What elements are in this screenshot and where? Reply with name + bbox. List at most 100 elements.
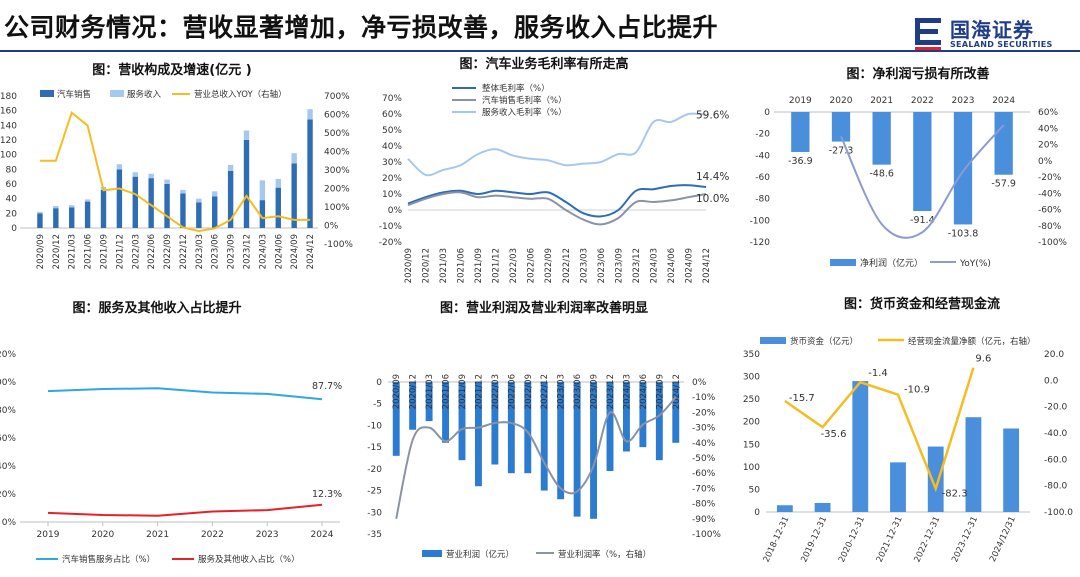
legend-label: 服务及其他收入占比（%） [198,554,300,565]
x-tick-label: 2021/03 [439,248,449,283]
y-tick-label: 40% [0,462,16,472]
x-tick-label: 2020 [830,96,853,106]
data-label: -27.3 [829,146,854,157]
y2-tick-label: 500% [324,129,350,139]
operating-profit-chart-svg: 图：营业利润及营业利润率改善明显 -35 -30 -25 -20 -15 -10 -5 0 -10… [367,300,721,560]
y-tick-label: -15 [367,443,382,453]
bar-operating-profit [392,382,400,456]
legend-label: 服务收入毛利率（%） [482,107,567,118]
x-tick-label: 2024/12 [702,248,712,283]
line-revenue-yoy [39,111,311,233]
bar-net-profit [913,112,932,212]
bar-operating-profit [474,382,482,487]
x-tick-label: 2024/06 [667,248,677,283]
sealand-logo-icon [912,14,944,52]
data-label: -10.9 [904,385,930,396]
y-tick-label: 20 [6,209,18,219]
y2-tick-label: -30% [692,424,716,434]
x-tick-label: 2023/03 [557,374,567,409]
bar-service-revenue [291,153,297,164]
bar-car-sales [148,178,154,228]
y2-tick-label: -70% [692,484,716,494]
bar-operating-profit [639,382,647,448]
y-tick-label: 40% [382,142,402,152]
y-tick-label: 40 [6,195,18,205]
y-tick-label: 50 [749,485,761,495]
y2-tick-label: 100% [324,203,350,213]
y-tick-label: 120 [0,136,17,146]
y-tick-label: 50% [382,126,402,136]
bar-net-profit [994,112,1013,175]
bar-car-sales [212,196,218,228]
x-tick-label: 2021/09 [458,374,468,409]
operating-profit-chart: 图：营业利润及营业利润率改善明显 -35 -30 -25 -20 -15 -10 -5 0 -10… [366,290,726,577]
y-tick-label: -35 [367,530,382,540]
legend-label: 整体毛利率（%） [482,83,550,94]
x-tick-label: 2022/12 [179,234,189,269]
legend-swatch [110,90,124,97]
x-tick-label: 2021-12-31 [875,515,905,564]
margin-chart-svg: 图：汽车业务毛利率有所走高 -20% -10% 0% 10% 20% 30% 40% 50% 60… [379,56,730,283]
y2-tick-label: 0% [692,378,707,388]
bar-car-sales [243,140,250,228]
bar-operating-profit [606,382,614,472]
y2-tick-label: -100% [324,240,353,250]
x-tick-label: 2021/12 [115,234,125,269]
legend-label: 营业利润率（%，右轴） [558,549,651,560]
legend-label: 经营现金流量净额（亿元，右轴） [908,336,1036,347]
y2-tick-label: -40% [1038,189,1062,199]
bar-car-sales [227,170,234,228]
x-tick-label: 2022-12-31 [912,515,942,564]
x-tick-label: 2022/09 [163,234,173,269]
bar-car-sales [69,207,75,228]
data-label: 14.4% [696,171,729,183]
x-tick-label: 2022/12 [562,248,572,283]
data-label: -15.7 [789,393,815,404]
y2-tick-label: -60% [1038,206,1062,216]
y-tick-label: 30% [382,158,402,168]
y-tick-label: 60% [0,434,16,444]
y-tick-label: 180 [0,92,17,102]
bar-operating-profit [425,382,433,422]
line-series-1 [407,184,707,218]
line-operating-cashflow [784,367,975,493]
x-tick-label: 2021/03 [68,234,78,269]
x-tick-label: 2019 [789,96,812,106]
y-tick-label: 0 [764,108,770,118]
x-tick-label: 2022/09 [524,374,534,409]
x-tick-label: 2022/06 [527,248,537,283]
x-tick-label: 2022/12 [540,374,550,409]
bar-operating-profit [540,382,548,491]
bar-operating-profit [524,382,532,474]
bar-service-revenue [243,130,250,140]
legend-label: 服务收入 [127,89,162,100]
bar-net-profit [791,112,810,152]
x-tick-label: 2023/12 [632,248,642,283]
x-tick-label: 2021/12 [474,374,484,409]
bar-service-revenue [116,164,123,170]
y-tick-label: 0% [2,518,17,528]
legend-swatch [40,90,54,97]
y-tick-label: 250 [743,395,760,405]
y-tick-label: -20 [367,465,382,475]
y2-tick-label: 700% [324,92,350,102]
x-tick-label: 2021 [146,530,169,540]
bar-car-sales [100,189,107,228]
y2-tick-label: -100% [1038,238,1067,248]
x-tick-label: 2018-12-31 [762,515,792,564]
data-label: -91.4 [910,215,935,226]
legend-label: YoY(%) [959,259,991,269]
data-label: 12.3% [312,489,342,500]
x-tick-label: 2024/06 [274,234,284,269]
y-tick-label: -25 [367,487,382,497]
y-tick-label: 70% [382,94,402,104]
bar-car-sales [132,176,138,228]
bar-car-sales [259,200,266,228]
chart-title: 图：服务及其他收入占比提升 [72,300,241,316]
bar-service-revenue [132,172,138,177]
bar-service-revenue [164,179,170,184]
x-tick-label: 2024/03 [649,248,659,283]
data-label: -35.6 [821,429,847,440]
line-series-1 [47,387,323,401]
bar-service-revenue [275,178,281,188]
